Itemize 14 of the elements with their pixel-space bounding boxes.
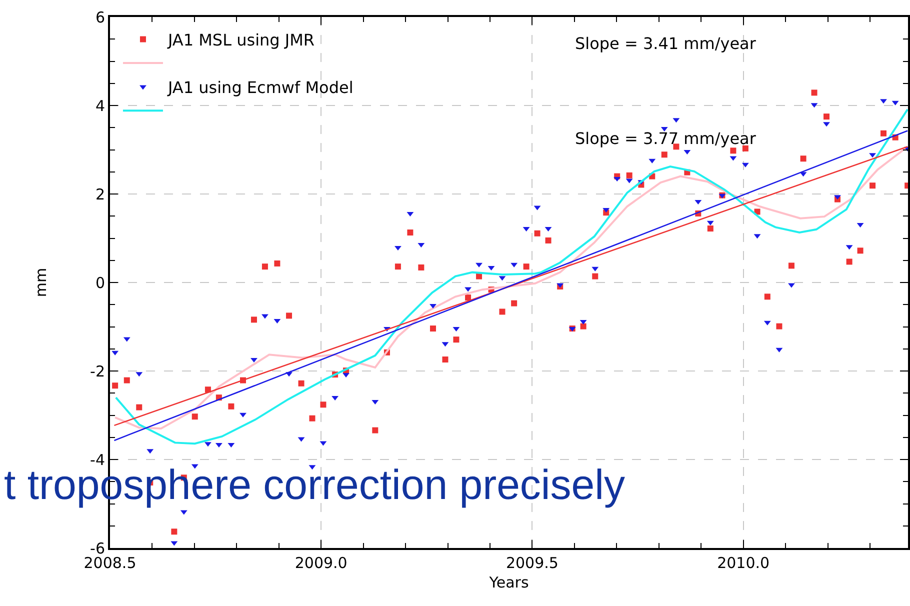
legend-label: JA1 using Ecmwf Model (166, 78, 354, 98)
annotation: Slope = 3.41 mm/year (575, 34, 756, 53)
y-tick-label: -2 (90, 362, 105, 380)
y-axis-title: mm (32, 268, 50, 298)
x-tick-label: 2009.0 (294, 554, 348, 572)
y-tick-label: 4 (95, 96, 105, 115)
legend-label: JA1 MSL using JMR (166, 30, 315, 50)
x-tick-label: 2010.0 (717, 554, 770, 572)
x-tick-label: 2009.5 (506, 554, 558, 572)
y-tick-label: 0 (95, 274, 105, 292)
x-axis-title: Years (488, 574, 529, 592)
y-tick-label: 6 (95, 8, 105, 26)
y-tick-label: 2 (95, 185, 105, 204)
annotation: Slope = 3.77 mm/year (575, 129, 756, 148)
